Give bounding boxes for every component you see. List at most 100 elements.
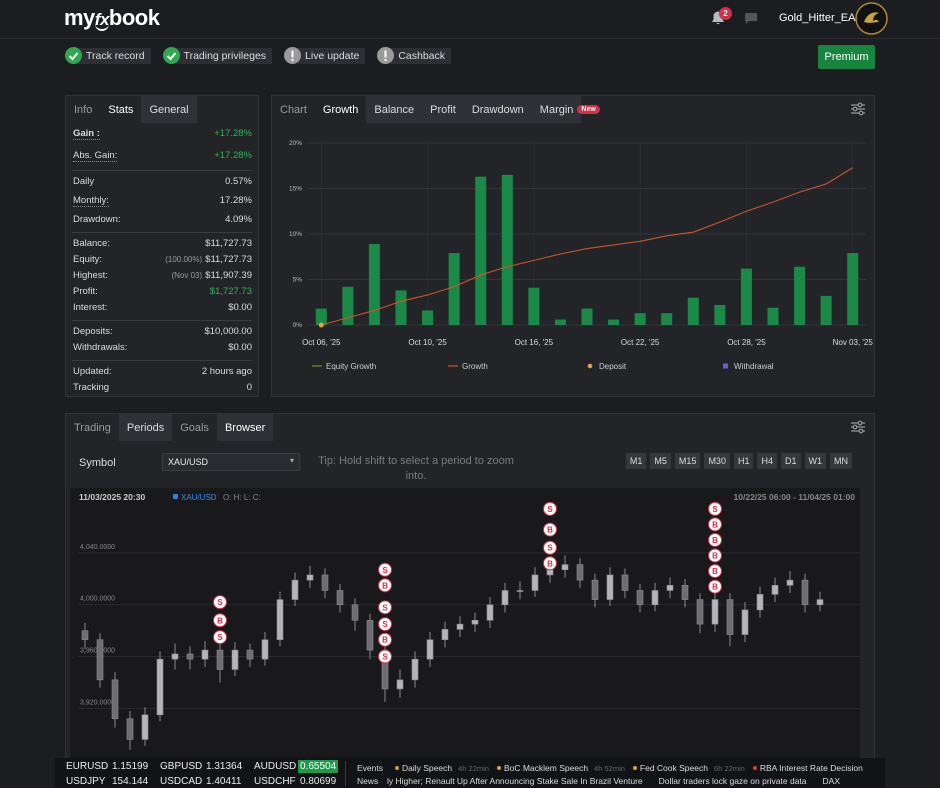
symbol-select[interactable]: XAU/USD ▾ <box>162 453 300 471</box>
tab[interactable]: General <box>141 96 197 123</box>
timeframe-button[interactable]: M15 <box>674 453 701 469</box>
quote-symbol[interactable]: AUDUSD <box>254 761 297 772</box>
timeframes: M1 M5 M15 M30 H1 H4 D1 W1 MN <box>625 453 852 469</box>
bar <box>608 319 620 325</box>
check-mark <box>68 52 79 61</box>
tab[interactable]: Balance <box>366 96 423 123</box>
x-tick-label: Nov 03, '25 <box>833 338 874 347</box>
tab[interactable]: Profit <box>422 96 464 123</box>
quote-symbol[interactable]: USDJPY <box>66 776 106 787</box>
notification-count[interactable]: 2 <box>719 7 732 20</box>
event-item[interactable]: Fed Cook Speech 6h 22min <box>632 763 745 773</box>
exclamation <box>291 50 294 58</box>
stat-value-text: +17.28% <box>214 128 252 139</box>
badge[interactable]: Trading privileges <box>162 47 273 64</box>
bar <box>634 313 646 325</box>
timeframe-button[interactable]: MN <box>830 453 852 469</box>
tab[interactable]: Margin <box>531 96 582 123</box>
trade-marker[interactable] <box>708 501 722 516</box>
timeframe-button[interactable]: D1 <box>780 453 801 469</box>
tab[interactable]: Growth <box>322 103 359 116</box>
tab[interactable]: Trading <box>74 421 111 434</box>
trade-marker[interactable] <box>378 632 392 647</box>
trade-marker[interactable] <box>378 578 392 593</box>
growth-panel: Chart Growth Balance Profit Drawdown Margin Ne… <box>271 95 875 397</box>
settings-icon[interactable] <box>850 420 866 434</box>
trade-marker[interactable] <box>213 613 227 628</box>
badge[interactable]: Cashback <box>377 47 452 64</box>
chart-symbol: XAU/USD <box>181 493 217 502</box>
timeframe-button[interactable]: M1 <box>625 453 647 469</box>
timeframe-button[interactable]: M30 <box>704 453 730 469</box>
bar <box>475 176 487 325</box>
trade-marker[interactable] <box>543 522 557 537</box>
y-tick-label: 4,000.0000 <box>80 596 115 603</box>
legend-label: Equity Growth <box>326 362 376 371</box>
trade-marker[interactable] <box>708 564 722 579</box>
trade-marker[interactable] <box>543 540 557 555</box>
badge[interactable]: Live update <box>284 47 366 64</box>
icon-glyph <box>291 50 294 61</box>
trade-marker[interactable] <box>708 548 722 563</box>
trade-marker[interactable] <box>378 600 392 615</box>
y-tick-label: 15% <box>289 186 302 193</box>
quote-symbol[interactable]: GBPUSD <box>160 761 203 772</box>
bar <box>501 174 513 325</box>
trade-marker[interactable] <box>378 617 392 632</box>
quote-symbol[interactable]: EURUSD <box>66 761 109 772</box>
tab[interactable]: Periods <box>118 414 173 441</box>
premium-button[interactable]: Premium <box>818 45 875 69</box>
tab[interactable]: Drawdown <box>463 96 532 123</box>
slider-knob <box>857 102 863 108</box>
trade-marker[interactable] <box>213 595 227 610</box>
quote-symbol[interactable]: USDCAD <box>160 776 203 787</box>
candle-body <box>156 658 164 716</box>
logo[interactable]: myfxbook <box>64 5 160 31</box>
trade-marker[interactable] <box>543 501 557 516</box>
settings-icon[interactable] <box>850 102 866 116</box>
stat-label: Daily <box>73 176 95 187</box>
slider-knob <box>857 420 863 426</box>
deposit-point <box>318 322 324 328</box>
trade-side: S <box>712 505 718 514</box>
news-item[interactable]: Dollar traders lock gaze on private data <box>658 776 807 786</box>
username[interactable]: Gold_Hitter_EA <box>779 12 856 24</box>
candle-body <box>141 714 149 740</box>
x-tick-label: Oct 16, '25 <box>515 338 554 347</box>
bar <box>342 286 354 325</box>
timeframe-button[interactable]: W1 <box>804 453 826 469</box>
trade-marker[interactable] <box>378 562 392 577</box>
candle-body <box>516 590 524 592</box>
trade-marker[interactable] <box>708 579 722 594</box>
stat-value-text: $10,000.00 <box>204 326 252 337</box>
chat-icon[interactable] <box>743 11 759 25</box>
x-tick-label: Oct 28, '25 <box>727 338 766 347</box>
timeframe-button[interactable]: H4 <box>757 453 777 469</box>
news-item[interactable]: ly Higher; Renault Up After Announcing S… <box>387 776 643 786</box>
avatar[interactable] <box>855 2 888 35</box>
trade-marker[interactable] <box>708 532 722 547</box>
trade-marker[interactable] <box>708 517 722 532</box>
tab[interactable]: Goals <box>180 421 209 434</box>
candle-body <box>186 653 194 660</box>
timeframe-button[interactable]: M5 <box>650 453 671 469</box>
event-item[interactable]: RBA Interest Rate Decision <box>752 763 863 773</box>
trade-marker[interactable] <box>543 556 557 571</box>
trade-marker[interactable] <box>378 649 392 664</box>
tab[interactable]: Info <box>74 103 93 116</box>
trade-marker[interactable] <box>213 630 227 645</box>
timeframe-button[interactable]: H1 <box>733 453 754 469</box>
badge[interactable]: Track record <box>65 47 151 64</box>
tab[interactable]: Stats <box>108 103 134 116</box>
event-item[interactable]: BoC Macklem Speech 4h 52min <box>496 763 625 773</box>
browser-panel: Trading Periods Goals Browser Symbol XAU/USD ▾… <box>65 413 875 788</box>
news-item[interactable]: DAX <box>822 776 840 786</box>
quote-symbol[interactable]: USDCHF <box>254 776 296 787</box>
select-caret: ▾ <box>289 456 294 465</box>
stat-value: (Nov 03) $11,907.39 <box>171 270 252 281</box>
event-item[interactable]: Daily Speech 4h 22min <box>395 763 489 773</box>
candle-body <box>426 639 434 660</box>
tab[interactable]: Browser <box>216 414 274 441</box>
candle-body <box>351 604 359 621</box>
tab[interactable]: Chart <box>280 103 307 116</box>
